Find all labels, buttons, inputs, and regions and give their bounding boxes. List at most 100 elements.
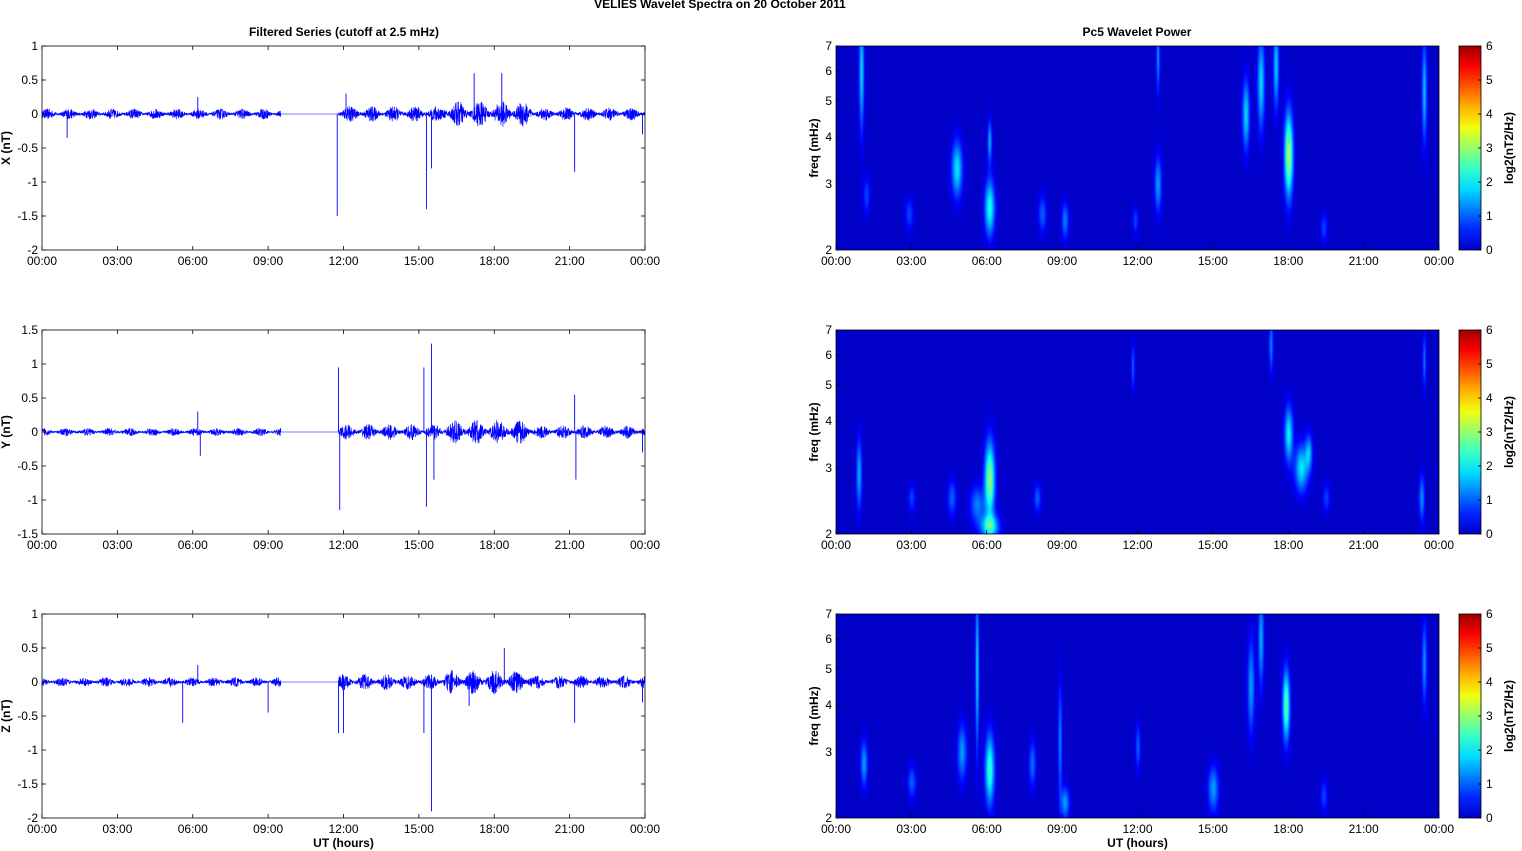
x-tick-label: 00:00	[821, 822, 851, 836]
y-tick-label: -0.5	[17, 459, 38, 473]
freq-tick-label: 2	[825, 811, 832, 825]
colorbar-tick-label: 4	[1486, 391, 1493, 405]
colorbar-tick-label: 0	[1486, 811, 1493, 825]
x-tick-label: 03:00	[896, 822, 926, 836]
x-tick-label: 09:00	[253, 254, 283, 268]
freq-ylabel: freq (mHz)	[807, 402, 821, 461]
y-tick-label: 0.5	[21, 641, 38, 655]
colorbar-tick-label: 6	[1486, 39, 1493, 53]
wavelet-power-image	[836, 46, 1439, 250]
series-panel-x: 10.50-0.5-1-1.5-200:00 03:00 06:00 09:00 12:…	[0, 39, 660, 268]
colorbar-tick-label: 6	[1486, 323, 1493, 337]
series-axes-box	[41, 45, 646, 251]
y-tick-label: -2	[27, 811, 38, 825]
colorbar-tick-label: 3	[1486, 141, 1493, 155]
colorbar-tick-label: 6	[1486, 607, 1493, 621]
x-tick-label: 06:00	[178, 538, 208, 552]
x-tick-label: 15:00	[1198, 538, 1228, 552]
series-ylabel: X (nT)	[0, 131, 13, 165]
x-tick-label: 00:00	[27, 538, 57, 552]
y-tick-label: 0.5	[21, 73, 38, 87]
y-tick-label: 0	[31, 107, 38, 121]
x-tick-label: 06:00	[178, 822, 208, 836]
freq-tick-label: 5	[825, 378, 832, 392]
freq-tick-label: 3	[825, 745, 832, 759]
x-tick-label: 12:00	[1122, 822, 1152, 836]
x-tick-label: 18:00	[479, 538, 509, 552]
freq-ylabel: freq (mHz)	[807, 118, 821, 177]
freq-tick-label: 2	[825, 243, 832, 257]
colorbar	[1458, 613, 1482, 819]
right-column-title: Pc5 Wavelet Power	[1083, 25, 1192, 39]
x-tick-label: 21:00	[555, 254, 585, 268]
y-tick-label: -1.5	[17, 527, 38, 541]
x-tick-label: 15:00	[404, 254, 434, 268]
y-tick-label: 1	[31, 607, 38, 621]
x-tick-label: 12:00	[1122, 254, 1152, 268]
colorbar-tick-label: 4	[1486, 107, 1493, 121]
colorbar-tick-label: 1	[1486, 777, 1493, 791]
colorbar-tick-label: 1	[1486, 209, 1493, 223]
x-tick-label: 18:00	[479, 254, 509, 268]
y-tick-label: -1	[27, 743, 38, 757]
x-tick-label: 00:00	[821, 254, 851, 268]
x-tick-label: 15:00	[1198, 822, 1228, 836]
x-tick-label: 06:00	[972, 822, 1002, 836]
colorbar-tick-label: 0	[1486, 243, 1493, 257]
x-tick-label: 09:00	[1047, 538, 1077, 552]
series-panel-z: 10.50-0.5-1-1.5-200:00 03:00 06:00 09:00 12:…	[0, 607, 660, 836]
colorbar-tick-label: 2	[1486, 743, 1493, 757]
series-panel-y: 1.510.50-0.5-1-1.500:00 03:00 06:00 09:00 12…	[0, 323, 660, 552]
y-tick-label: -1	[27, 493, 38, 507]
wavelet-power-image	[836, 614, 1439, 818]
x-tick-label: 06:00	[178, 254, 208, 268]
y-tick-label: -1.5	[17, 209, 38, 223]
x-tick-label: 00:00	[1424, 538, 1454, 552]
y-tick-label: 0.5	[21, 391, 38, 405]
x-tick-label: 09:00	[1047, 822, 1077, 836]
x-tick-label: 21:00	[1349, 538, 1379, 552]
freq-tick-label: 7	[825, 39, 832, 53]
x-tick-label: 12:00	[328, 538, 358, 552]
x-tick-label: 12:00	[328, 254, 358, 268]
x-tick-label: 03:00	[102, 538, 132, 552]
freq-tick-label: 6	[825, 64, 832, 78]
left-xlabel: UT (hours)	[313, 836, 374, 850]
freq-tick-label: 4	[825, 130, 832, 144]
x-tick-label: 15:00	[1198, 254, 1228, 268]
x-tick-label: 00:00	[1424, 822, 1454, 836]
x-tick-label: 03:00	[896, 254, 926, 268]
x-tick-label: 00:00	[630, 254, 660, 268]
series-line-x	[42, 101, 645, 128]
x-tick-label: 00:00	[821, 538, 851, 552]
colorbar-tick-label: 5	[1486, 73, 1493, 87]
x-tick-label: 18:00	[1273, 822, 1303, 836]
x-tick-label: 06:00	[972, 254, 1002, 268]
x-tick-label: 00:00	[630, 538, 660, 552]
y-tick-label: -1	[27, 175, 38, 189]
colorbar-tick-label: 3	[1486, 709, 1493, 723]
left-column-title: Filtered Series (cutoff at 2.5 mHz)	[249, 25, 439, 39]
x-tick-label: 03:00	[102, 254, 132, 268]
x-tick-label: 03:00	[896, 538, 926, 552]
y-tick-label: 0	[31, 425, 38, 439]
colorbar-tick-label: 2	[1486, 175, 1493, 189]
freq-tick-label: 6	[825, 632, 832, 646]
colorbar-tick-label: 2	[1486, 459, 1493, 473]
x-tick-label: 21:00	[1349, 822, 1379, 836]
x-tick-label: 18:00	[1273, 254, 1303, 268]
x-tick-label: 03:00	[102, 822, 132, 836]
x-tick-label: 18:00	[479, 822, 509, 836]
plots-layer: 1 0.5 0 -0.5 -1 -1.5 -2 00:00 03:00 06:00 09:00 12:…	[0, 39, 1516, 850]
x-tick-label: 21:00	[555, 822, 585, 836]
freq-tick-label: 3	[825, 177, 832, 191]
x-tick-label: 06:00	[972, 538, 1002, 552]
colorbar-tick-label: 5	[1486, 641, 1493, 655]
series-ylabel: Y (nT)	[0, 415, 13, 449]
right-xlabel: UT (hours)	[1107, 836, 1168, 850]
x-tick-label: 09:00	[1047, 254, 1077, 268]
colorbar-label: log2(nT2/Hz)	[1502, 112, 1516, 184]
colorbar-tick-label: 4	[1486, 675, 1493, 689]
x-tick-label: 00:00	[1424, 254, 1454, 268]
colorbar-tick-label: 1	[1486, 493, 1493, 507]
